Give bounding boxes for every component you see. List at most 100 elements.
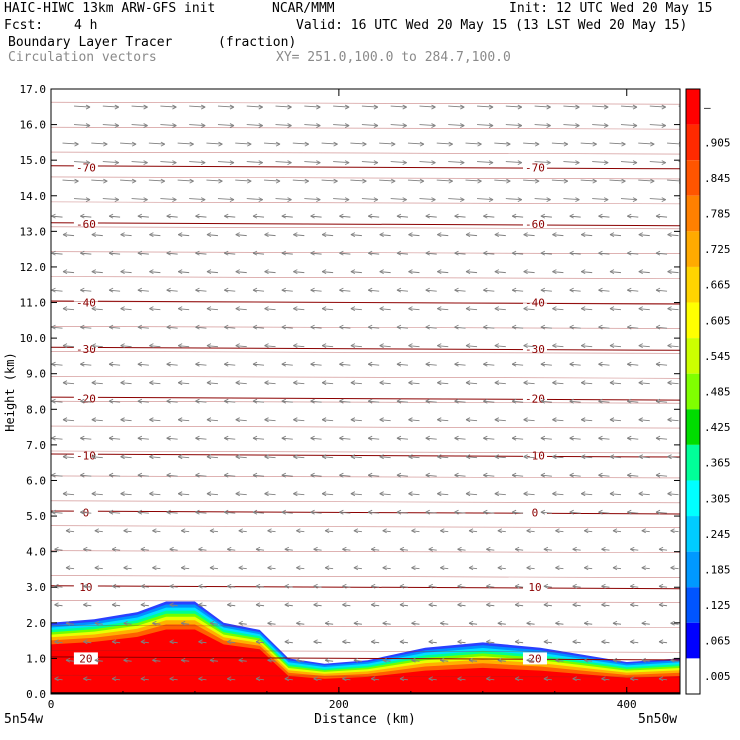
vector-head <box>632 160 638 166</box>
vector-head <box>293 269 298 275</box>
vector-head <box>293 491 298 497</box>
vector-arrow <box>627 474 639 477</box>
vector-arrow <box>407 179 424 182</box>
vector-head <box>160 178 166 184</box>
vector-head <box>370 676 376 682</box>
vector-arrow <box>252 400 265 403</box>
y-tick-label: 8.0 <box>26 403 46 416</box>
vector-head <box>74 141 79 147</box>
vector-head <box>569 287 574 293</box>
vector-head <box>454 287 459 293</box>
y-tick-label: 13.0 <box>20 225 47 238</box>
vector-head <box>408 380 413 386</box>
vector-arrow <box>477 161 494 164</box>
colorbar-cell <box>686 551 700 588</box>
vector-arrow <box>396 326 409 329</box>
vector-arrow <box>74 198 91 201</box>
vector-head <box>224 472 229 478</box>
vector-arrow <box>540 400 552 403</box>
vector-arrow <box>368 511 380 514</box>
vector-head <box>258 160 263 166</box>
colorbar-label: .725 <box>704 243 731 256</box>
vector-arrow <box>581 419 593 422</box>
vector-head <box>353 528 359 534</box>
vector-head <box>62 417 68 423</box>
vector-arrow <box>649 105 666 108</box>
vector-head <box>638 343 643 349</box>
vector-head <box>598 324 603 330</box>
contour-label-bg <box>522 296 547 309</box>
vector-head <box>632 197 638 203</box>
vector-arrow <box>466 271 478 274</box>
vector-head <box>494 232 500 238</box>
vector-arrow <box>137 215 149 218</box>
vector-head <box>367 472 373 478</box>
vector-head <box>200 197 206 203</box>
vector-head <box>543 602 549 608</box>
vector-head <box>575 160 580 166</box>
vector-head <box>195 472 200 478</box>
vector-head <box>601 602 606 608</box>
vector-arrow <box>339 215 351 218</box>
contour-label: -20 <box>76 393 96 406</box>
vector-head <box>324 620 330 626</box>
vector-arrow <box>419 105 436 108</box>
vector-arrow <box>512 215 524 218</box>
vector-arrow <box>137 400 149 403</box>
isentrope <box>51 674 680 678</box>
vector-head <box>344 104 350 110</box>
vector-arrow <box>592 105 609 108</box>
vector-arrow <box>51 363 63 366</box>
vector-head <box>149 232 154 238</box>
vector-head <box>379 232 384 238</box>
vector-head <box>91 491 97 497</box>
vector-arrow <box>217 124 234 127</box>
vector-head <box>523 269 528 275</box>
vector-head <box>440 565 445 571</box>
vector-head <box>494 454 500 460</box>
vector-head <box>293 343 298 349</box>
vector-head <box>264 306 269 312</box>
vector-head <box>399 546 405 552</box>
vector-head <box>91 306 97 312</box>
vector-head <box>454 435 459 441</box>
colorbar-label: .665 <box>704 279 731 292</box>
vector-arrow <box>62 308 75 311</box>
vector-head <box>514 583 520 589</box>
vector-arrow <box>592 198 609 201</box>
vector-arrow <box>62 345 75 348</box>
vector-arrow <box>649 161 666 164</box>
vector-head <box>670 565 675 571</box>
vector-arrow <box>137 289 149 292</box>
vector-head <box>169 639 174 645</box>
vector-head <box>667 306 672 312</box>
vector-arrow <box>91 382 103 385</box>
isentrope <box>51 151 680 155</box>
vector-arrow <box>598 289 610 292</box>
contour-label: -60 <box>525 218 545 231</box>
vector-arrow <box>131 198 148 201</box>
vector-head <box>321 306 327 312</box>
contour-label-bg <box>522 581 547 594</box>
vector-head <box>149 343 154 349</box>
vector-head <box>428 676 433 682</box>
contour-label-bg <box>73 392 98 405</box>
vector-head <box>655 250 661 256</box>
vector-arrow <box>396 215 409 218</box>
vector-arrow <box>235 142 252 145</box>
vector-head <box>552 232 557 238</box>
vector-arrow <box>166 474 178 477</box>
vector-head <box>108 213 114 219</box>
vector-head <box>655 472 661 478</box>
vector-head <box>284 639 290 645</box>
vector-head <box>454 324 459 330</box>
vector-arrow <box>224 400 236 403</box>
vector-head <box>543 546 549 552</box>
vector-arrow <box>137 326 149 329</box>
vector-head <box>200 160 206 166</box>
vector-arrow <box>292 142 309 145</box>
vector-arrow <box>189 198 206 201</box>
vector-head <box>379 343 384 349</box>
vector-head <box>293 417 298 423</box>
